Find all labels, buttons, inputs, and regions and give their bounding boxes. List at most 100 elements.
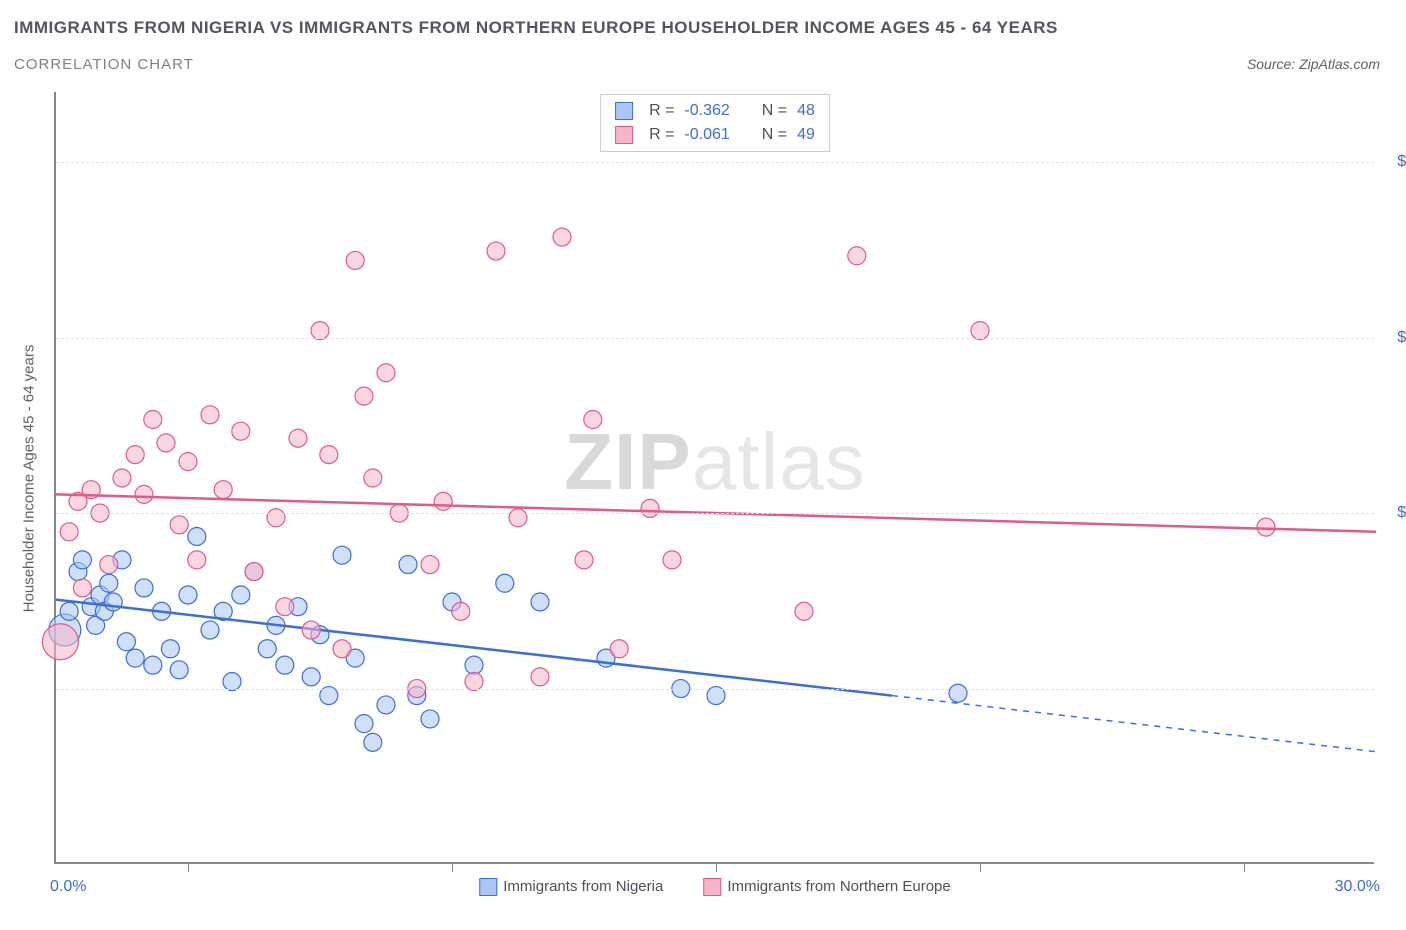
grid-line	[56, 513, 1374, 514]
data-point-nigeria	[276, 656, 294, 674]
data-point-nigeria	[333, 546, 351, 564]
data-point-neurope	[346, 251, 364, 269]
data-point-nigeria	[531, 593, 549, 611]
stats-r-label: R =	[649, 123, 674, 147]
data-point-neurope	[201, 406, 219, 424]
source-attribution: Source: ZipAtlas.com	[1247, 56, 1380, 72]
legend-item-nigeria: Immigrants from Nigeria	[479, 878, 663, 896]
data-point-neurope	[276, 598, 294, 616]
data-point-nigeria	[421, 710, 439, 728]
data-point-nigeria	[377, 696, 395, 714]
data-point-neurope	[179, 453, 197, 471]
data-point-neurope	[531, 668, 549, 686]
data-point-neurope	[100, 556, 118, 574]
stats-r-label: R =	[649, 99, 674, 123]
data-point-neurope	[73, 579, 91, 597]
x-axis-max-label: 30.0%	[1335, 878, 1380, 896]
data-point-neurope	[553, 228, 571, 246]
series-legend: Immigrants from Nigeria Immigrants from N…	[479, 878, 950, 896]
stats-r-value: -0.061	[684, 123, 729, 147]
correlation-stats-box: R = -0.362 N = 48R = -0.061N = 49	[600, 94, 830, 152]
data-point-neurope	[663, 551, 681, 569]
grid-line	[56, 162, 1374, 163]
legend-swatch	[479, 878, 497, 896]
data-point-neurope	[170, 516, 188, 534]
data-point-neurope	[584, 411, 602, 429]
data-point-nigeria	[465, 656, 483, 674]
data-point-nigeria	[302, 668, 320, 686]
stats-n-label: N =	[762, 99, 787, 123]
data-point-neurope	[113, 469, 131, 487]
data-point-nigeria	[144, 656, 162, 674]
y-tick-label: $225,000	[1384, 329, 1406, 347]
data-point-nigeria	[949, 684, 967, 702]
data-point-neurope	[421, 556, 439, 574]
x-tick	[452, 862, 453, 872]
data-point-nigeria	[496, 574, 514, 592]
legend-label: Immigrants from Nigeria	[503, 878, 663, 895]
data-point-neurope	[509, 509, 527, 527]
chart-subtitle: CORRELATION CHART	[14, 56, 194, 73]
data-point-nigeria	[135, 579, 153, 597]
data-point-neurope	[452, 602, 470, 620]
plot-area: ZIPatlas R = -0.362N = 48R = -0.061N = 4…	[54, 92, 1374, 864]
data-point-neurope	[364, 469, 382, 487]
legend-swatch	[703, 878, 721, 896]
x-axis-min-label: 0.0%	[50, 878, 86, 896]
data-point-neurope	[302, 621, 320, 639]
data-point-neurope	[575, 551, 593, 569]
data-point-neurope	[377, 364, 395, 382]
grid-line	[56, 338, 1374, 339]
data-point-neurope	[320, 446, 338, 464]
data-point-neurope	[245, 563, 263, 581]
data-point-nigeria	[126, 649, 144, 667]
data-point-nigeria	[232, 586, 250, 604]
data-point-neurope	[487, 242, 505, 260]
data-point-neurope	[214, 481, 232, 499]
data-point-nigeria	[355, 715, 373, 733]
chart-svg	[56, 92, 1374, 862]
data-point-nigeria	[258, 640, 276, 658]
data-point-nigeria	[364, 733, 382, 751]
data-point-nigeria	[201, 621, 219, 639]
stats-n-value: 49	[797, 123, 815, 147]
data-point-nigeria	[100, 574, 118, 592]
data-point-neurope	[848, 247, 866, 265]
legend-label: Immigrants from Northern Europe	[727, 878, 950, 895]
stats-r-value: -0.362	[684, 99, 729, 123]
grid-line	[56, 689, 1374, 690]
data-point-neurope	[610, 640, 628, 658]
x-tick	[188, 862, 189, 872]
stats-row-neurope: R = -0.061N = 49	[615, 123, 815, 147]
chart-title: IMMIGRANTS FROM NIGERIA VS IMMIGRANTS FR…	[14, 18, 1058, 38]
data-point-neurope	[144, 411, 162, 429]
y-tick-label: $300,000	[1384, 153, 1406, 171]
trend-line-ext-nigeria	[892, 696, 1376, 752]
data-point-neurope	[434, 492, 452, 510]
data-point-nigeria	[104, 593, 122, 611]
data-point-neurope	[157, 434, 175, 452]
data-point-neurope	[795, 602, 813, 620]
data-point-neurope	[355, 387, 373, 405]
data-point-nigeria	[170, 661, 188, 679]
stats-n-value: 48	[797, 99, 815, 123]
data-point-nigeria	[73, 551, 91, 569]
data-point-neurope	[267, 509, 285, 527]
data-point-nigeria	[60, 602, 78, 620]
data-point-nigeria	[399, 556, 417, 574]
stats-row-nigeria: R = -0.362 N = 48	[615, 99, 815, 123]
stats-swatch	[615, 102, 633, 120]
data-point-nigeria	[117, 633, 135, 651]
data-point-neurope	[42, 624, 78, 660]
x-tick	[980, 862, 981, 872]
data-point-neurope	[289, 429, 307, 447]
y-axis-title: Householder Income Ages 45 - 64 years	[14, 92, 44, 864]
data-point-neurope	[333, 640, 351, 658]
data-point-neurope	[126, 446, 144, 464]
y-tick-label: $150,000	[1384, 504, 1406, 522]
data-point-neurope	[60, 523, 78, 541]
data-point-nigeria	[161, 640, 179, 658]
data-point-nigeria	[188, 527, 206, 545]
data-point-neurope	[641, 499, 659, 517]
x-tick	[1244, 862, 1245, 872]
